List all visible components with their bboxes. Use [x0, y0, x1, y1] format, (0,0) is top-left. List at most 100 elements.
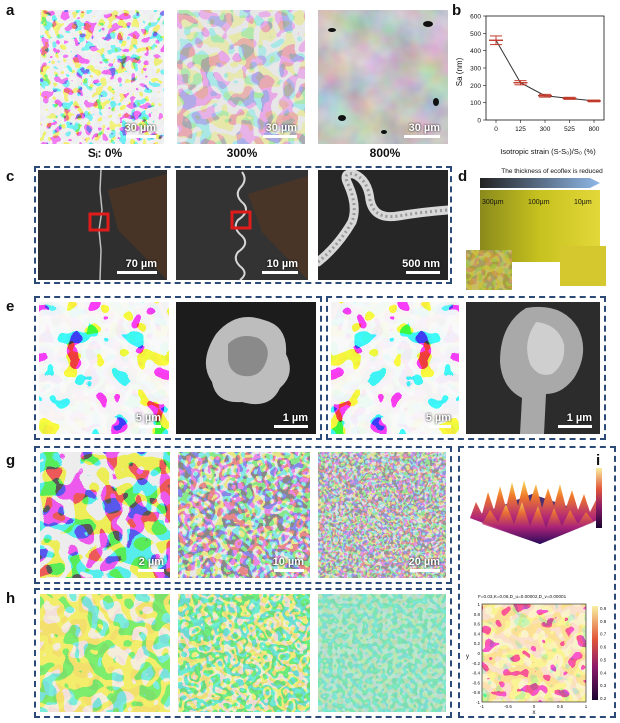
- surface-colorbar: [596, 468, 602, 528]
- sem-image-g2: 10 µm: [178, 452, 310, 578]
- y-tick-label-i: 0.2: [474, 641, 481, 646]
- colorbar-tick-label: 0.9: [600, 606, 607, 611]
- panel-label-a: a: [6, 2, 15, 19]
- scale-bar-e1: 5 µm: [136, 412, 161, 428]
- x-axis-label-i: x: [533, 710, 536, 716]
- thickness-arrow: [480, 178, 600, 188]
- sem-image-c1: 70 µm: [38, 170, 167, 280]
- y-axis-label: Sa (nm): [455, 57, 464, 86]
- chart-plot-area: 0 100 200 300 400 500 600 0 125 300 525 800: [470, 14, 605, 133]
- x-tick-label: 0: [494, 126, 498, 133]
- y-tick-label: 100: [470, 100, 481, 107]
- scale-bar-g2: 10 µm: [273, 556, 304, 572]
- sem-image-e1: 5 µm: [39, 302, 169, 434]
- ecoflex-inset-right: [560, 246, 606, 286]
- simulation-image-h3: [318, 594, 446, 712]
- scale-bar-g1: 2 µm: [138, 556, 164, 572]
- x-tick-label: 300: [540, 126, 551, 133]
- panel-label-g: g: [6, 452, 16, 469]
- x-tick-label-i: 0: [533, 704, 536, 709]
- y-tick-label-i: 0: [477, 651, 480, 656]
- y-ticks-i: 1 0.8 0.6 0.4 0.2 0 -0.2 -0.4 -0.6 -0.8 -1: [472, 602, 480, 705]
- scale-bar-e4: 1 µm: [558, 412, 592, 428]
- scale-bar-a2: 30 µm: [263, 122, 297, 138]
- panel-i-frame: [458, 446, 616, 718]
- ecoflex-title: The thickness of ecoflex is reduced: [501, 168, 603, 175]
- colorbar-tick-label: 0.3: [600, 683, 607, 688]
- surface-3d-plot: [470, 468, 602, 544]
- simulation-formula: F=0.03,K=0.06,D_u=0.00002,D_v=0.00001: [478, 594, 567, 599]
- x-tick-label-i: 1: [585, 704, 588, 709]
- colorbar-tick-label: 0.8: [600, 619, 607, 624]
- scale-bar-e3: 5 µm: [426, 412, 451, 428]
- chart-frame: [485, 15, 605, 121]
- x-tick-label-i: 0.5: [557, 704, 564, 709]
- y-tick-label-i: -0.4: [472, 671, 480, 676]
- sem-image-a2: 30 µm: [177, 10, 305, 144]
- panel-e-left-frame: [34, 296, 322, 440]
- x-tick-label-i: -1: [480, 704, 484, 709]
- colorbar-tick-label: 0.4: [600, 670, 607, 675]
- strain-caption-800: 800%: [369, 146, 401, 160]
- ecoflex-thickness-figure: The thickness of ecoflex is reduced 300µ…: [466, 168, 606, 290]
- y-tick-label-i: -0.2: [472, 661, 480, 666]
- simulation-2d-plot: y 1 0.8 0.6 0.4 0.2 0 -0.2 -0.4 -0.6 -0.8 -1 -1 -0.…: [466, 602, 607, 716]
- strain-caption-300: 300%: [226, 146, 258, 160]
- thickness-label-10: 10µm: [574, 199, 592, 206]
- sa-strain-chart: 0 100 200 300 400 500 600 0 125 300 525 800 Sa (nm)…: [455, 14, 605, 156]
- scale-bar-c3: 500 nm: [402, 258, 440, 274]
- panel-label-c: c: [6, 168, 15, 185]
- sem-image-a1: 30 µm: [40, 10, 164, 144]
- y-tick-label-i: 0.6: [474, 622, 481, 627]
- simulation-2d-map: [482, 604, 586, 702]
- panel-label-e: e: [6, 298, 15, 315]
- y-tick-label-i: 0.8: [474, 612, 481, 617]
- strain-caption-0: Sᵢ: 0%: [87, 146, 123, 160]
- panel-c-frame: [34, 166, 452, 284]
- panel-e-right-frame: [326, 296, 606, 440]
- y-tick-label-i: -1: [476, 700, 480, 705]
- thickness-label-300: 300µm: [482, 199, 504, 206]
- x-axis-label: Isotropic strain (S-S₀)/S₀ (%): [500, 147, 596, 156]
- y-tick-label: 300: [470, 66, 481, 73]
- surface-peaks: [470, 480, 602, 544]
- sem-image-e4: 1 µm: [466, 302, 600, 434]
- sem-image-a3: 30 µm: [318, 10, 448, 144]
- colorbar-i: [592, 606, 598, 700]
- panel-h-frame: [34, 588, 452, 718]
- panel-label-d: d: [458, 168, 468, 185]
- x-tick-label-i: -0.5: [504, 704, 512, 709]
- y-axis-label-i: y: [466, 654, 469, 660]
- y-tick-label-i: 0.4: [474, 631, 481, 636]
- scale-bar-c1: 70 µm: [117, 258, 157, 274]
- panel-label-b: b: [452, 2, 462, 19]
- scale-bar-a3: 30 µm: [404, 122, 440, 138]
- y-tick-label: 400: [470, 48, 481, 55]
- simulation-image-h1: [40, 594, 170, 712]
- scale-bar-e2: 1 µm: [274, 412, 308, 428]
- ecoflex-inset-left-pattern: [466, 250, 512, 290]
- y-tick-label: 500: [470, 31, 481, 38]
- sem-image-g1: 2 µm: [40, 452, 170, 578]
- x-ticks-i: -1 -0.5 0 0.5 1: [480, 704, 588, 709]
- thickness-label-100: 100µm: [528, 199, 550, 206]
- sem-image-e3: 5 µm: [331, 302, 459, 434]
- scale-bar-a1: 30 µm: [125, 122, 156, 138]
- panel-g-frame: [34, 446, 452, 584]
- y-tick-label-i: -0.6: [472, 680, 480, 685]
- x-tick-label: 525: [564, 126, 575, 133]
- sem-image-g3: 20 µm: [318, 452, 446, 578]
- sem-image-c3: 500 nm: [318, 170, 448, 280]
- sem-image-e2: 1 µm: [176, 302, 316, 434]
- x-tick-label: 125: [515, 126, 526, 133]
- y-tick-label: 600: [470, 14, 481, 21]
- series-line: [495, 40, 595, 102]
- colorbar-ticks-i: 0.9 0.8 0.7 0.6 0.5 0.4 0.3 0.2: [600, 606, 607, 701]
- colorbar-tick-label: 0.2: [600, 696, 607, 701]
- scale-bar-g3: 20 µm: [409, 556, 440, 572]
- sem-image-c2: 10 µm: [176, 170, 308, 280]
- colorbar-tick-label: 0.5: [600, 657, 607, 662]
- y-tick-label-i: -0.8: [472, 690, 480, 695]
- scale-bar-c2: 10 µm: [262, 258, 298, 274]
- panel-label-h: h: [6, 590, 16, 607]
